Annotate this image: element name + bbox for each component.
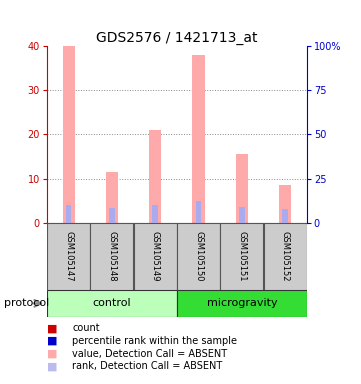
Bar — [239, 207, 245, 223]
Bar — [177, 223, 220, 290]
Text: ■: ■ — [47, 336, 57, 346]
Text: control: control — [93, 298, 131, 308]
Bar — [236, 154, 248, 223]
Bar — [66, 205, 71, 223]
Text: count: count — [72, 323, 100, 333]
Bar — [109, 208, 115, 223]
Text: microgravity: microgravity — [206, 298, 277, 308]
Bar — [192, 55, 205, 223]
Text: GSM105147: GSM105147 — [64, 231, 73, 281]
Text: GSM105150: GSM105150 — [194, 231, 203, 281]
Text: GSM105151: GSM105151 — [238, 231, 246, 281]
Text: GSM105149: GSM105149 — [151, 231, 160, 281]
Text: rank, Detection Call = ABSENT: rank, Detection Call = ABSENT — [72, 361, 222, 371]
Bar — [177, 290, 306, 317]
Bar — [149, 130, 161, 223]
Bar — [91, 223, 133, 290]
Bar — [47, 290, 177, 317]
Bar — [221, 223, 263, 290]
Text: GSM105148: GSM105148 — [108, 231, 116, 281]
Bar — [134, 223, 177, 290]
Bar — [62, 46, 75, 223]
Text: protocol: protocol — [4, 298, 49, 308]
Text: ■: ■ — [47, 349, 57, 359]
Bar — [279, 185, 291, 223]
Bar — [47, 223, 90, 290]
Bar — [264, 223, 306, 290]
Text: value, Detection Call = ABSENT: value, Detection Call = ABSENT — [72, 349, 227, 359]
Text: GSM105152: GSM105152 — [281, 231, 290, 281]
Text: ■: ■ — [47, 361, 57, 371]
Bar — [196, 201, 201, 223]
Text: ■: ■ — [47, 323, 57, 333]
Bar — [106, 172, 118, 223]
Text: percentile rank within the sample: percentile rank within the sample — [72, 336, 237, 346]
Title: GDS2576 / 1421713_at: GDS2576 / 1421713_at — [96, 31, 258, 45]
Bar — [152, 205, 158, 223]
Bar — [282, 210, 288, 223]
